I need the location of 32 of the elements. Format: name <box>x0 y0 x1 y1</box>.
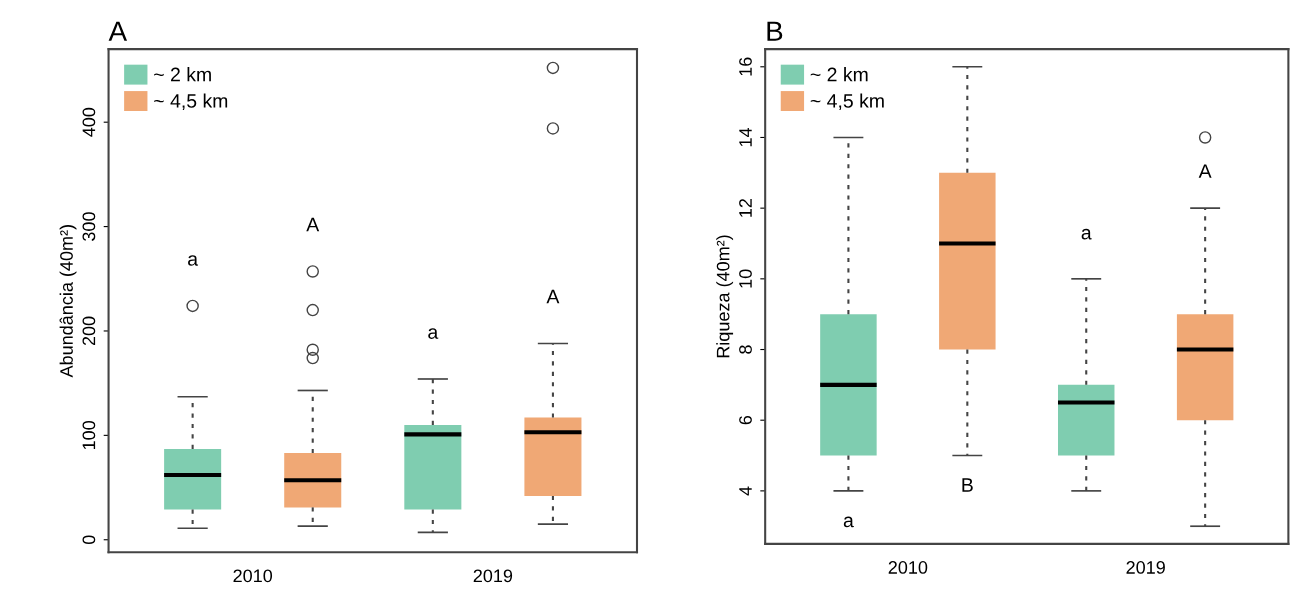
x-tick-label: 2019 <box>1126 561 1165 574</box>
annotation: A <box>306 217 320 232</box>
y-tick-label: 10 <box>739 269 752 288</box>
y-tick-label: 200 <box>82 316 96 346</box>
annotation: a <box>188 255 199 266</box>
y-tick-label: 400 <box>82 107 96 137</box>
legend-label: ~ 4,5 km <box>810 93 884 111</box>
y-axis-title: Riqueza (40m²) <box>716 235 734 358</box>
annotation: A <box>1198 164 1212 178</box>
legend-label: ~ 2 km <box>154 67 211 82</box>
annotation: B <box>962 478 973 492</box>
legend-label: ~ 2 km <box>810 67 868 82</box>
annotation: a <box>843 516 854 528</box>
y-tick-label: 300 <box>82 212 96 241</box>
y-axis-title: Abundância (40m²) <box>59 225 77 378</box>
y-tick-label: 12 <box>739 199 752 217</box>
y-tick-label: 8 <box>739 345 752 354</box>
x-tick-label: 2019 <box>473 569 513 583</box>
y-tick-label: 4 <box>739 486 752 496</box>
x-tick-label: 2010 <box>888 561 928 574</box>
y-tick-label: 100 <box>82 421 96 450</box>
x-tick-label: 2010 <box>233 569 273 583</box>
annotation: a <box>428 328 439 339</box>
chart-title: A <box>108 21 128 41</box>
chart-title: B <box>767 21 783 41</box>
y-tick-label: 0 <box>82 535 96 545</box>
y-tick-label: 14 <box>739 127 752 147</box>
annotation: a <box>1081 228 1092 240</box>
annotation: A <box>546 289 560 304</box>
legend-label: ~ 4,5 km <box>154 93 228 111</box>
y-tick-label: 16 <box>739 57 752 76</box>
y-tick-label: 6 <box>739 415 752 425</box>
